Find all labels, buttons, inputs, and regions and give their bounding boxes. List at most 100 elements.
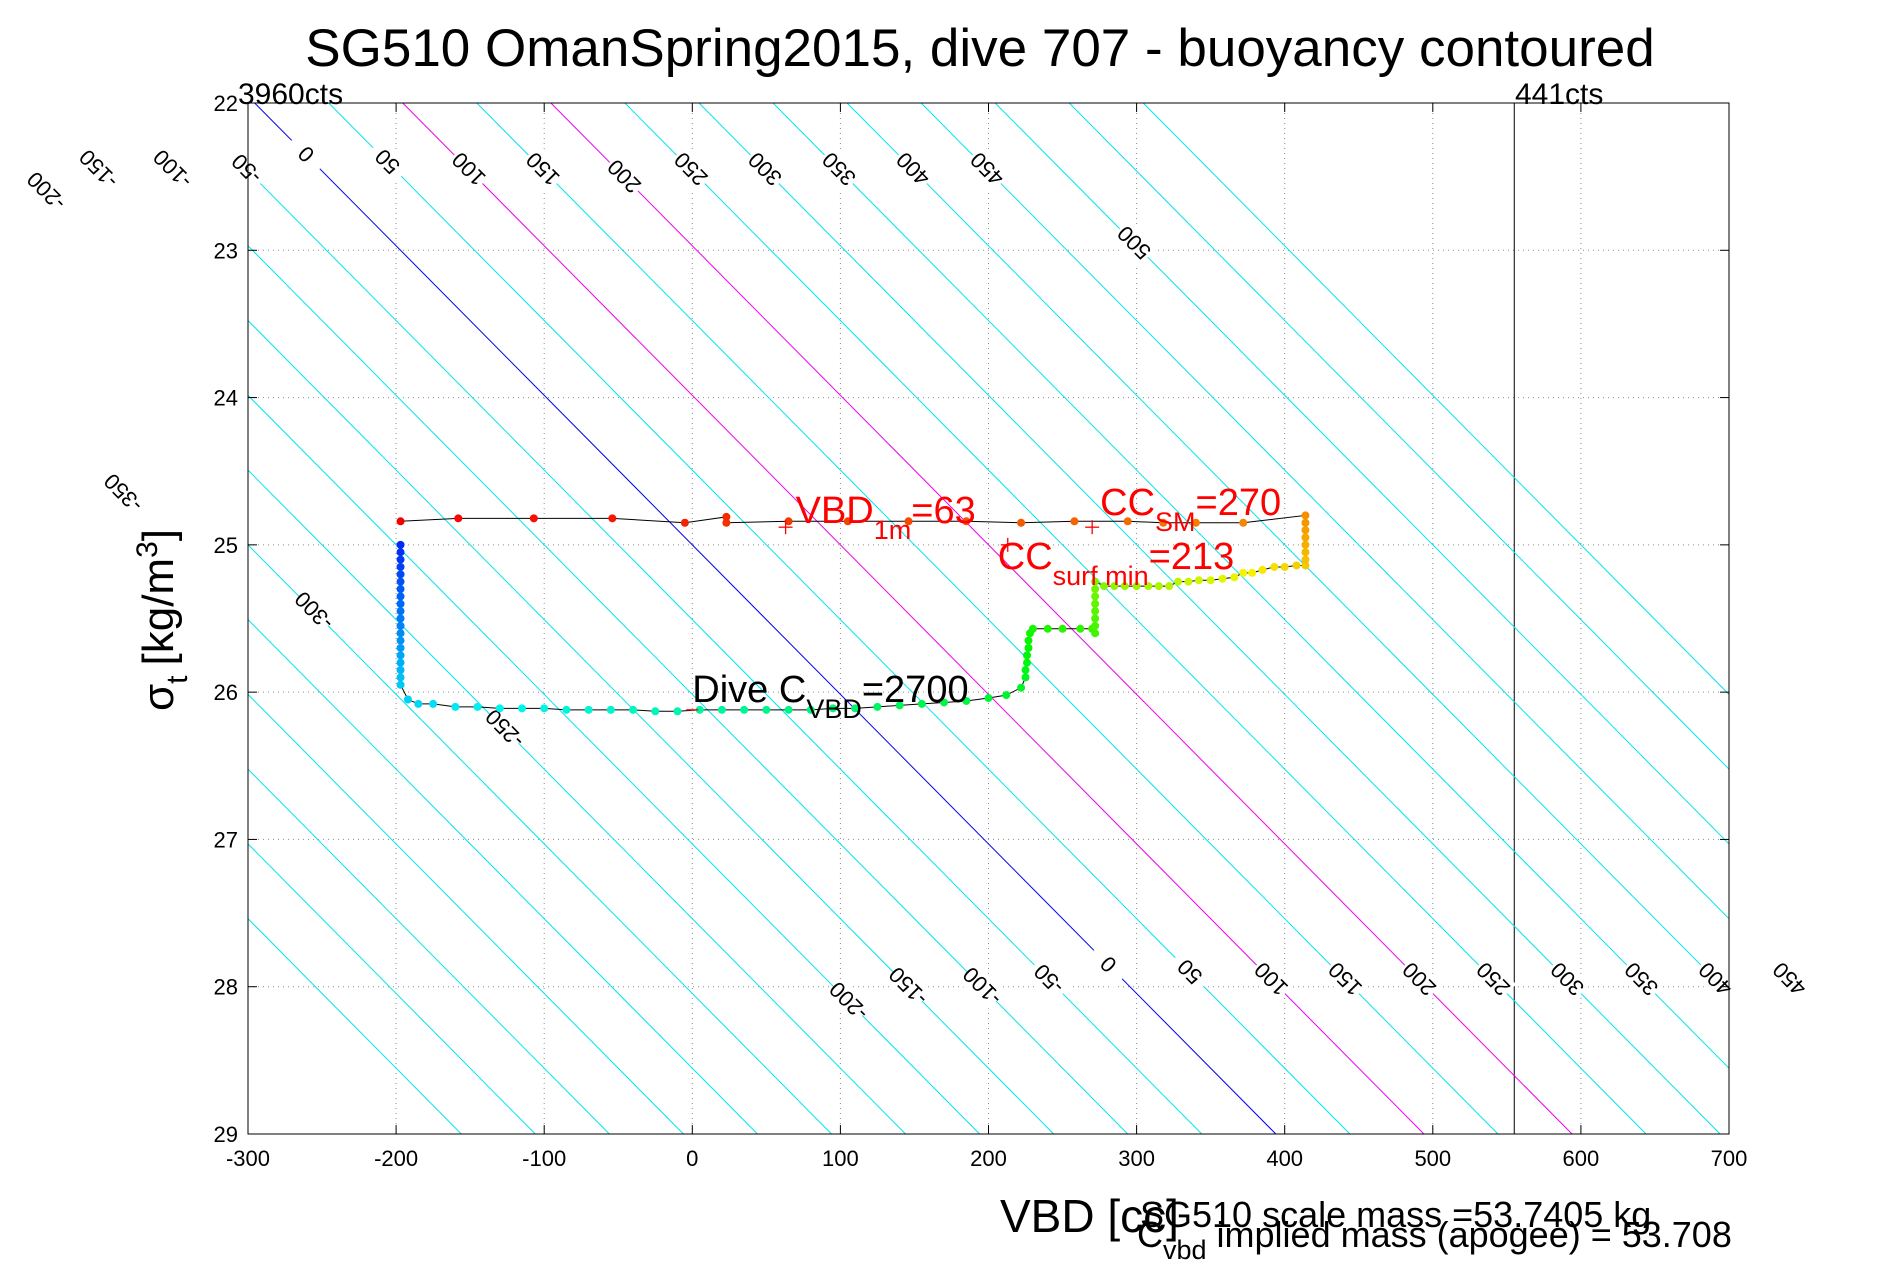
contour-line — [994, 103, 1729, 845]
trajectory-point — [1123, 517, 1132, 526]
trajectory-point — [680, 518, 689, 527]
trajectory-point — [1100, 582, 1109, 591]
x-tick-label: 400 — [1266, 1146, 1303, 1171]
contour-line — [772, 103, 1729, 1069]
contour-label-mask — [1543, 955, 1591, 1003]
y-tick-label: 29 — [214, 1122, 238, 1147]
trajectory-point — [940, 698, 949, 707]
y-axis-units: [kg/m — [134, 558, 183, 666]
trajectory-point — [1301, 518, 1310, 527]
contour-label-mask — [445, 145, 492, 193]
contour-label-mask — [1025, 955, 1072, 1003]
contour-label-mask — [1469, 955, 1517, 1003]
trajectory-point — [517, 704, 526, 713]
contour-line — [248, 768, 610, 1134]
footer-implied-mass: Cvbd implied mass (apogee) = 53.708 — [1137, 1214, 1732, 1262]
trajectory-point — [562, 705, 571, 714]
trajectory-point — [1024, 643, 1033, 652]
trajectory-point — [396, 636, 405, 645]
x-tick-label: 200 — [970, 1146, 1007, 1171]
contour-label-mask — [481, 705, 528, 753]
marker-label: Dive CVBD=2700 — [692, 669, 968, 724]
contour-line — [402, 103, 1425, 1134]
trajectory-point — [1043, 624, 1052, 633]
y-tick-label: 24 — [214, 386, 238, 411]
trajectory-point — [1301, 540, 1310, 549]
marker-label-main: VBD — [796, 490, 874, 532]
contour-line — [248, 693, 684, 1134]
contour-label-mask — [958, 963, 1006, 1011]
trajectory-point — [1017, 683, 1026, 692]
x-axis-label: VBD [cc] — [1000, 1190, 1179, 1242]
trajectory-point — [673, 707, 682, 716]
trajectory-point — [1301, 561, 1310, 570]
contour-label-mask — [741, 145, 788, 193]
trajectory-point — [1191, 518, 1200, 527]
marker-label-main: Dive C — [692, 669, 806, 711]
contour-line — [248, 170, 1203, 1134]
trajectory-point — [806, 705, 815, 714]
contour-line — [248, 245, 1129, 1134]
contour-line — [624, 103, 1647, 1134]
trajectory-point — [1132, 582, 1141, 591]
trajectory-point — [1218, 574, 1227, 583]
contour-label-mask — [74, 145, 122, 193]
contour-label-mask — [1395, 955, 1443, 1003]
contour-label-mask — [1084, 941, 1132, 988]
x-tick-label: 700 — [1711, 1146, 1748, 1171]
x-tick-label: 600 — [1563, 1146, 1600, 1171]
trajectory-point — [1028, 624, 1037, 633]
x-tick-label: 0 — [686, 1146, 698, 1171]
trajectory-point — [540, 704, 549, 713]
y-tick-label: 26 — [214, 680, 238, 705]
marker-label-value: =2700 — [862, 669, 969, 711]
x-tick-label: -100 — [522, 1146, 566, 1171]
trajectory-point — [396, 599, 405, 608]
trajectory-point — [396, 666, 405, 675]
marker-label: VBD1m=63 — [796, 490, 976, 545]
marker-label-sub: surf min — [1053, 561, 1149, 591]
trajectory-point — [396, 517, 405, 526]
contour-label-mask — [963, 145, 1011, 193]
contour-label-mask — [290, 587, 337, 635]
trajectory-point — [1301, 511, 1310, 520]
svg-text:σt[kg/m3]: σt [kg/m3] — [131, 529, 194, 711]
trajectory-point — [1301, 555, 1310, 564]
trajectory-point — [695, 705, 704, 714]
trajectory-point — [651, 707, 660, 716]
trajectory-point — [1091, 585, 1100, 594]
contour-label-mask — [884, 963, 932, 1011]
contour-label-mask — [889, 145, 937, 193]
trajectory-point — [717, 705, 726, 714]
trajectory-point — [396, 621, 405, 630]
trajectory-point — [843, 517, 852, 526]
trajectory-point — [396, 548, 405, 557]
trajectory-point — [784, 517, 793, 526]
trajectory-point — [1091, 614, 1100, 623]
marker-label-main: CC — [998, 536, 1053, 578]
trajectory-point — [1270, 562, 1279, 571]
trajectory-point — [740, 705, 749, 714]
contour-line — [248, 319, 1055, 1134]
marker-label: CCSM=270 — [1100, 482, 1281, 537]
contour-label-mask — [1247, 955, 1295, 1003]
trajectory-point — [1184, 577, 1193, 586]
contour-label-mask — [1765, 955, 1813, 1003]
trajectory-point — [1301, 548, 1310, 557]
trajectory-point — [396, 658, 405, 667]
trajectory-point — [396, 614, 405, 623]
trajectory-point — [396, 607, 405, 616]
trajectory-point — [1301, 526, 1310, 535]
trajectory-point — [1174, 577, 1183, 586]
corner-left-label: 3960cts — [238, 78, 343, 111]
trajectory-point — [396, 680, 405, 689]
trajectory-point — [828, 704, 837, 713]
trajectory-point — [396, 585, 405, 594]
trajectory-point — [1002, 691, 1011, 700]
marker-label-value: =270 — [1196, 482, 1282, 524]
x-tick-label: 300 — [1118, 1146, 1155, 1171]
trajectory-point — [403, 695, 412, 704]
x-tick-label: 500 — [1414, 1146, 1451, 1171]
